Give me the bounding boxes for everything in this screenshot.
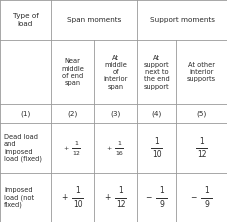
Text: +: + [63,146,69,151]
Text: 16: 16 [116,151,123,156]
Text: 12: 12 [116,200,126,209]
Text: 1: 1 [199,137,204,146]
Text: Span moments: Span moments [67,17,121,23]
Text: 10: 10 [152,150,161,159]
Text: 9: 9 [159,200,164,209]
Text: −: − [190,193,196,202]
Text: (2): (2) [67,111,78,117]
Text: Dead load
and
imposed
load (fixed): Dead load and imposed load (fixed) [4,134,42,162]
Text: 1: 1 [117,141,121,146]
Text: 1: 1 [75,186,80,195]
Text: 1: 1 [159,186,164,195]
Text: 9: 9 [204,200,209,209]
Text: At
support
next to
the end
support: At support next to the end support [144,55,170,90]
Text: Near
middle
of end
span: Near middle of end span [61,58,84,86]
Text: 1: 1 [204,186,209,195]
Text: Type of
load: Type of load [13,13,38,27]
Text: (3): (3) [111,111,121,117]
Text: (5): (5) [196,111,207,117]
Text: 1: 1 [154,137,159,146]
Text: (4): (4) [151,111,162,117]
Text: Support moments: Support moments [150,17,215,23]
Text: 12: 12 [72,151,80,156]
Text: At other
interior
supports: At other interior supports [187,62,216,82]
Text: −: − [145,193,151,202]
Text: At
middle
of
interior
span: At middle of interior span [104,55,128,90]
Text: +: + [104,193,110,202]
Text: 10: 10 [73,200,82,209]
Text: 1: 1 [118,186,123,195]
Text: (1): (1) [20,111,31,117]
Text: 12: 12 [197,150,206,159]
Text: +: + [61,193,67,202]
Text: 1: 1 [74,141,78,146]
Text: +: + [106,146,112,151]
Text: Imposed
load (not
fixed): Imposed load (not fixed) [4,187,34,208]
